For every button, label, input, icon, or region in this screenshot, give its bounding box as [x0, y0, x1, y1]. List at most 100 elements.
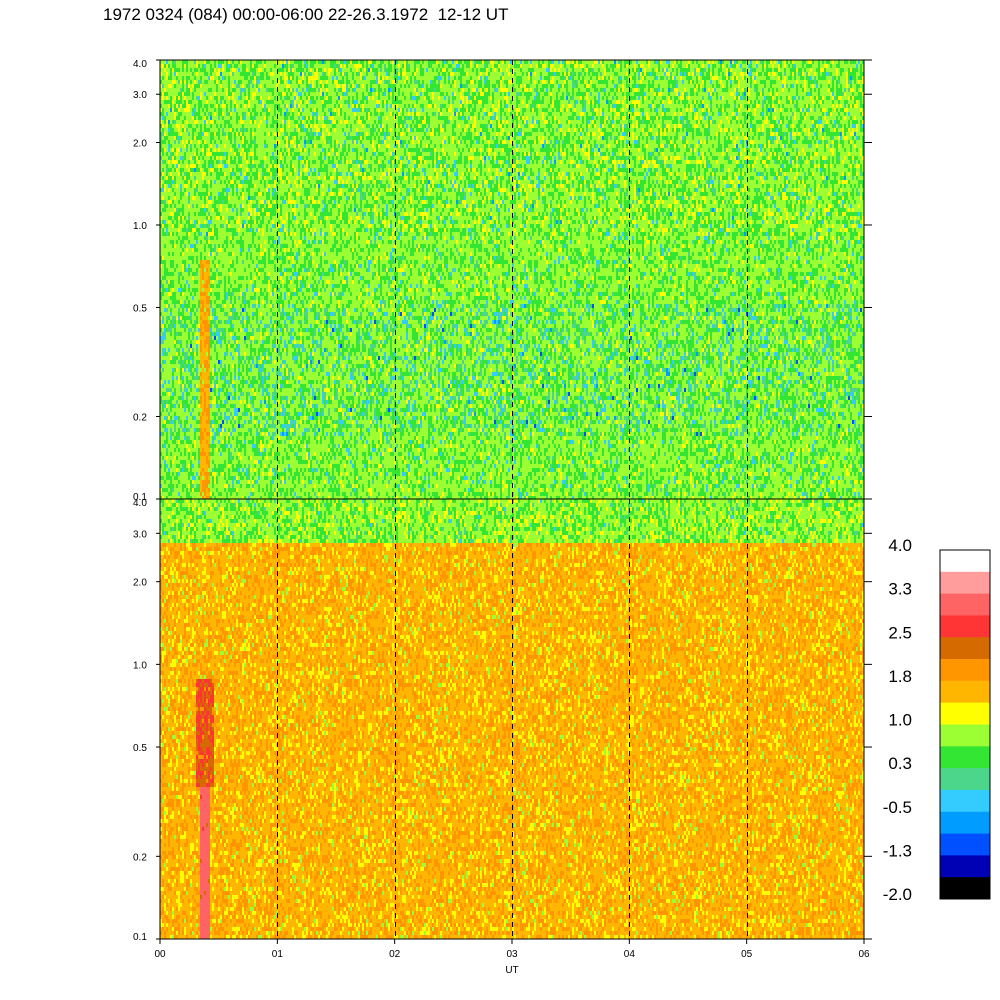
heatmap-cell [204, 96, 206, 100]
heatmap-cell [204, 124, 206, 128]
heatmap-cell [176, 396, 178, 400]
heatmap-cell [170, 100, 172, 104]
heatmap-cell [170, 128, 172, 132]
heatmap-cell [172, 368, 174, 372]
heatmap-cell [174, 416, 176, 420]
heatmap-cell [188, 120, 190, 124]
heatmap-cell [172, 452, 174, 456]
heatmap-cell [208, 388, 210, 392]
heatmap-cell [200, 128, 202, 132]
heatmap-cell [174, 356, 176, 360]
heatmap-cell [174, 252, 176, 256]
heatmap-cell [168, 340, 170, 344]
heatmap-cell [202, 228, 204, 232]
heatmap-cell [184, 460, 186, 464]
heatmap-cell [194, 196, 196, 200]
heatmap-cell [162, 108, 164, 112]
heatmap-cell [192, 456, 194, 460]
heatmap-cell [208, 356, 210, 360]
heatmap-cell [170, 340, 172, 344]
heatmap-cell [164, 200, 166, 204]
heatmap-cell [176, 368, 178, 372]
heatmap-cell [186, 424, 188, 428]
heatmap-cell [206, 152, 208, 156]
heatmap-cell [166, 344, 168, 348]
heatmap-cell [206, 272, 208, 276]
heatmap-cell [166, 288, 168, 292]
heatmap-cell [188, 172, 190, 176]
heatmap-cell [202, 252, 204, 256]
heatmap-cell [198, 68, 200, 72]
heatmap-cell [198, 188, 200, 192]
heatmap-cell [162, 460, 164, 464]
heatmap-cell [182, 268, 184, 272]
heatmap-cell [164, 172, 166, 176]
heatmap-cell [192, 268, 194, 272]
heatmap-cell [190, 344, 192, 348]
heatmap-cell [182, 408, 184, 412]
heatmap-cell [210, 172, 212, 176]
heatmap-cell [202, 92, 204, 96]
heatmap-cell [176, 300, 178, 304]
heatmap-cell [210, 68, 212, 72]
heatmap-cell [190, 120, 192, 124]
heatmap-cell [164, 68, 166, 72]
heatmap-cell [198, 156, 200, 160]
heatmap-cell [194, 60, 196, 64]
heatmap-cell [166, 456, 168, 460]
heatmap-cell [172, 324, 174, 328]
heatmap-cell [198, 84, 200, 88]
heatmap-cell [174, 272, 176, 276]
heatmap-cell [176, 68, 178, 72]
heatmap-cell [190, 100, 192, 104]
heatmap-cell [192, 68, 194, 72]
heatmap-cell [190, 152, 192, 156]
heatmap-cell [182, 64, 184, 68]
heatmap-cell [192, 416, 194, 420]
heatmap-cell [170, 212, 172, 216]
heatmap-cell [180, 92, 182, 96]
heatmap-cell [172, 412, 174, 416]
heatmap-cell [204, 380, 206, 384]
heatmap-cell [162, 124, 164, 128]
heatmap-cell [204, 120, 206, 124]
heatmap-cell [166, 376, 168, 380]
heatmap-cell [162, 456, 164, 460]
heatmap-cell [190, 440, 192, 444]
heatmap-cell [206, 180, 208, 184]
heatmap-cell [206, 456, 208, 460]
heatmap-cell [202, 208, 204, 212]
heatmap-cell [166, 488, 168, 492]
heatmap-cell [196, 388, 198, 392]
heatmap-cell [208, 200, 210, 204]
heatmap-cell [172, 156, 174, 160]
heatmap-cell [186, 208, 188, 212]
heatmap-cell [170, 404, 172, 408]
heatmap-cell [198, 168, 200, 172]
heatmap-cell [198, 368, 200, 372]
heatmap-cell [162, 84, 164, 88]
heatmap-cell [176, 332, 178, 336]
heatmap-cell [204, 464, 206, 468]
heatmap-cell [204, 424, 206, 428]
heatmap-cell [162, 444, 164, 448]
heatmap-cell [198, 400, 200, 404]
heatmap-cell [188, 232, 190, 236]
heatmap-cell [172, 140, 174, 144]
heatmap-cell [202, 464, 204, 468]
heatmap-cell [162, 372, 164, 376]
heatmap-cell [164, 340, 166, 344]
heatmap-cell [204, 140, 206, 144]
heatmap-cell [186, 176, 188, 180]
heatmap-cell [210, 72, 212, 76]
heatmap-cell [168, 252, 170, 256]
heatmap-cell [190, 76, 192, 80]
heatmap-cell [190, 112, 192, 116]
heatmap-cell [168, 60, 170, 64]
heatmap-cell [174, 472, 176, 476]
heatmap-cell [174, 360, 176, 364]
heatmap-cell [166, 308, 168, 312]
heatmap-cell [204, 456, 206, 460]
heatmap-cell [184, 308, 186, 312]
heatmap-cell [174, 164, 176, 168]
